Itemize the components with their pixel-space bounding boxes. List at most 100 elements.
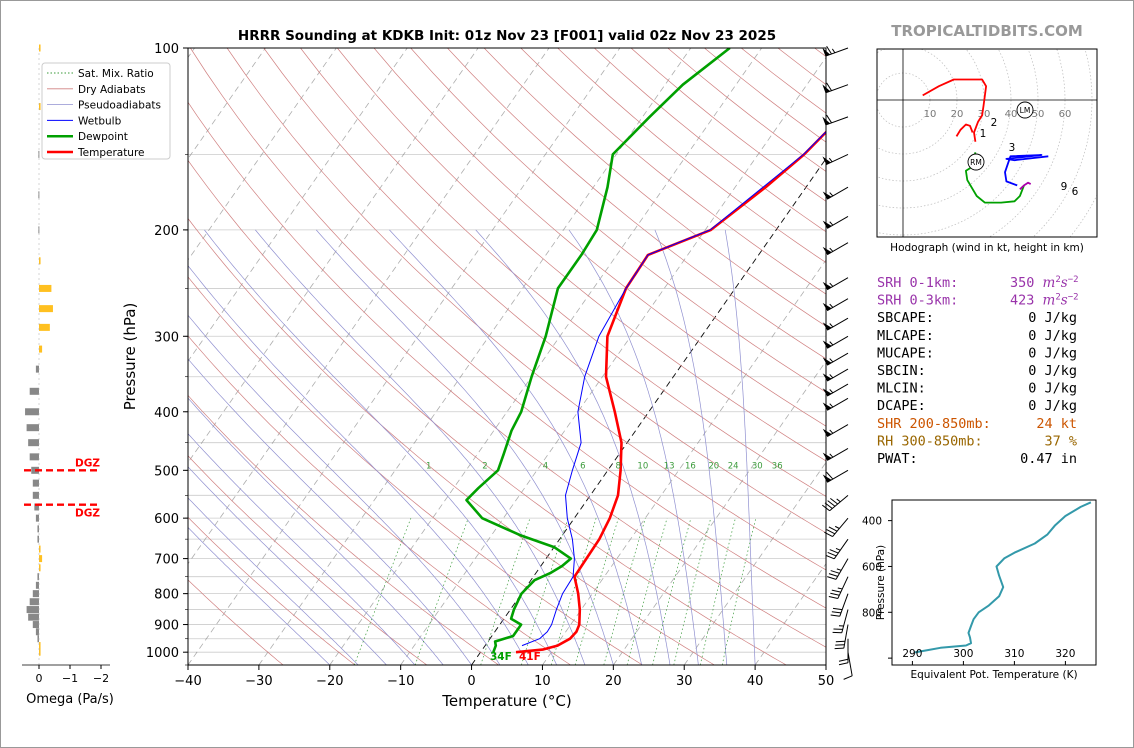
mixing-ratio-line <box>550 518 597 665</box>
dgz-label: DGZ <box>75 508 100 520</box>
wind-barb <box>828 576 849 599</box>
hodograph-marker-label: LM <box>1020 106 1031 115</box>
omega-bar <box>39 564 41 572</box>
wind-barb-full <box>831 589 841 593</box>
skewt-plot-area <box>188 48 826 665</box>
thetae-frame <box>891 499 1097 666</box>
dry-adiabat-line <box>263 48 826 534</box>
wind-barb-flag <box>822 388 832 397</box>
omega-bar <box>32 491 39 499</box>
wind-barb <box>822 424 849 437</box>
wind-barb-half <box>829 247 834 252</box>
mixing-ratio-label: 16 <box>685 461 696 471</box>
skewt-axes-frame <box>187 47 827 666</box>
stat-value: 0 J/kg <box>1028 381 1077 397</box>
wind-barb <box>821 494 849 512</box>
wind-barb-full <box>828 573 838 577</box>
wind-barb <box>822 114 849 126</box>
thetae-y-tick-label: 800 <box>862 607 882 619</box>
wind-barb-full <box>826 471 834 480</box>
pressure-tick-label: 600 <box>154 512 179 527</box>
moist-adiabat-line <box>188 433 416 665</box>
stats-panel: SRH 0-1km: 350 m2s−2 SRH 0-3km: 423 m2s−2 SB… <box>877 275 1079 467</box>
wind-barb-full <box>827 576 837 580</box>
mixing-ratio-label: 36 <box>772 461 783 471</box>
omega-bar <box>37 525 39 533</box>
wind-barb <box>827 558 849 580</box>
wind-barb-flag <box>822 47 831 57</box>
isotherm-line <box>754 563 826 665</box>
surface-temperature-label: 41F <box>519 651 541 663</box>
wind-barb-half <box>829 323 834 328</box>
wind-barb-full <box>832 607 843 611</box>
dry-adiabat-line <box>188 101 826 648</box>
pressure-tick-label: 1000 <box>146 646 179 661</box>
omega-bar <box>29 453 39 461</box>
temperature-tick-label: −40 <box>174 674 201 689</box>
stat-label: PWAT: <box>877 451 918 467</box>
stat-value: 350 m2s−2 <box>1010 275 1079 291</box>
stat-label: SRH 0-3km: <box>877 293 958 309</box>
wind-barb-full <box>827 500 836 507</box>
omega-bar <box>35 581 39 589</box>
isotherm-line <box>683 461 826 665</box>
temperature-tick-label: 50 <box>818 674 835 689</box>
temperature-tick-label: −20 <box>316 674 343 689</box>
thetae-x-tick-label: 320 <box>1055 648 1075 660</box>
hodograph-height-label: 2 <box>991 117 998 129</box>
moist-adiabat-line <box>315 229 614 665</box>
wind-barb-flag <box>822 156 831 165</box>
dry-adiabat-line <box>483 48 826 327</box>
mixing-ratio-label: 8 <box>616 461 621 471</box>
thetae-y-axis-label: Pressure (hPa) <box>875 545 887 620</box>
stat-value: 423 m2s−2 <box>1010 293 1079 309</box>
hodograph-ring-label: 30 <box>978 109 991 120</box>
isotherm-line <box>188 48 621 665</box>
omega-bar <box>26 606 39 614</box>
hodograph-ring-label: 60 <box>1059 109 1072 120</box>
wind-barb-full <box>843 675 853 680</box>
hodograph-marker-circle <box>1016 101 1034 119</box>
isotherm-line <box>400 56 826 665</box>
dry-adiabat-line <box>373 48 826 427</box>
thetae-y-tick-label: 400 <box>862 516 882 528</box>
thetae-x-tick-label: 290 <box>902 648 922 660</box>
stat-unit: m <box>1043 293 1056 309</box>
thetae-plot-area <box>914 501 1092 654</box>
chart-title: HRRR Sounding at KDKB Init: 01z Nov 23 [… <box>238 28 776 44</box>
pressure-tick-label: 800 <box>154 588 179 603</box>
wind-barb-flag <box>822 357 832 366</box>
stat-label: DCAPE: <box>877 398 926 414</box>
wind-barb-full <box>830 570 840 574</box>
wind-barb <box>822 45 849 57</box>
mixing-ratio-line <box>480 518 531 665</box>
omega-bar <box>32 590 39 598</box>
wind-barb <box>822 383 849 397</box>
temperature-tick-label: 10 <box>534 674 551 689</box>
wind-barb <box>825 538 849 560</box>
stat-value: 0.47 in <box>1020 451 1077 467</box>
dry-adiabat-line <box>188 159 787 665</box>
wind-barb-staff <box>837 576 849 599</box>
dry-adiabat-line <box>188 217 715 665</box>
wind-barb-half <box>829 341 834 346</box>
wind-barb-half <box>829 358 834 363</box>
moist-adiabat-line <box>188 358 472 665</box>
stat-label: SRH 0-1km: <box>877 275 958 291</box>
dgz-label: DGZ <box>75 457 100 469</box>
wind-barb-half <box>829 192 834 197</box>
pressure-tick-label: 900 <box>154 619 179 634</box>
stat-value: 0 J/kg <box>1028 328 1077 344</box>
stat-unit2: s <box>1061 275 1068 291</box>
skewt-legend: Sat. Mix. Ratio Dry Adiabats Pseudoadiabat… <box>41 62 171 160</box>
omega-bar <box>39 345 43 353</box>
wind-barb-half <box>829 403 834 408</box>
wind-barb <box>822 242 849 256</box>
stat-value: 24 kt <box>1036 416 1077 432</box>
moist-adiabat-line <box>204 229 557 665</box>
wind-barb-full <box>824 531 833 537</box>
temperature-tick-label: −10 <box>387 674 414 689</box>
wind-barb-flag <box>822 191 832 200</box>
moist-adiabat-line <box>389 229 643 665</box>
stat-label: SBCAPE: <box>877 310 934 326</box>
